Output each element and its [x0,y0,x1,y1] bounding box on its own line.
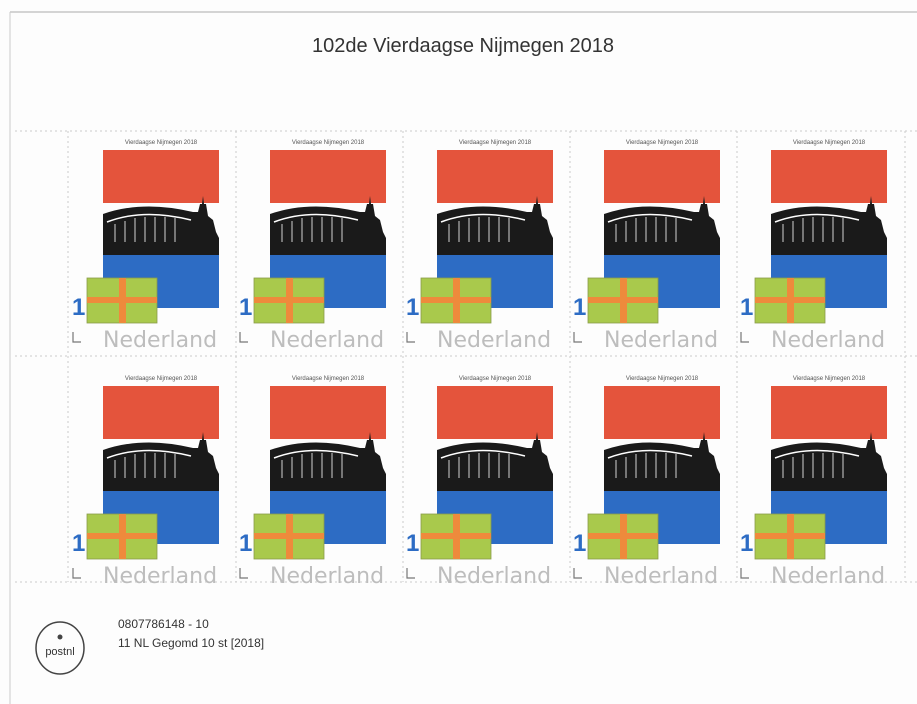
stamp-caption: Vierdaagse Nijmegen 2018 [125,376,198,382]
stamp-caption: Vierdaagse Nijmegen 2018 [793,376,866,382]
stamp-value: 1 [573,294,586,321]
sky [103,150,219,203]
stamp-value: 1 [239,530,252,557]
sheet-description: 11 NL Gegomd 10 st [2018] [118,636,264,650]
flag-cross-horizontal [87,533,157,539]
logo-text: postnl [45,646,74,658]
sky [103,386,219,439]
stamp-value: 1 [239,294,252,321]
stamp-country: Nederland [437,564,551,589]
flag-cross-horizontal [755,533,825,539]
sky [270,150,386,203]
sky [604,150,720,203]
stamp-value: 1 [406,530,419,557]
stamp-caption: Vierdaagse Nijmegen 2018 [292,140,365,146]
sky [771,386,887,439]
flag-cross-horizontal [755,297,825,303]
sky [771,150,887,203]
stamp-value: 1 [72,530,85,557]
stamp-country: Nederland [270,328,384,353]
stamp-caption: Vierdaagse Nijmegen 2018 [125,140,198,146]
stamp-caption: Vierdaagse Nijmegen 2018 [793,140,866,146]
flag-cross-horizontal [254,533,324,539]
stamp-country: Nederland [771,564,885,589]
stamp-country: Nederland [103,328,217,353]
stamp-country: Nederland [771,328,885,353]
sky [437,386,553,439]
stamp-caption: Vierdaagse Nijmegen 2018 [459,376,532,382]
stamp-country: Nederland [270,564,384,589]
stamp-country: Nederland [604,564,718,589]
stamp-caption: Vierdaagse Nijmegen 2018 [292,376,365,382]
sky [270,386,386,439]
stamp-country: Nederland [437,328,551,353]
stamp-country: Nederland [604,328,718,353]
flag-cross-horizontal [588,533,658,539]
flag-cross-horizontal [87,297,157,303]
sky [604,386,720,439]
stamp-value: 1 [573,530,586,557]
stamp-caption: Vierdaagse Nijmegen 2018 [626,140,699,146]
stamp-value: 1 [740,530,753,557]
flag-cross-horizontal [588,297,658,303]
stamp-caption: Vierdaagse Nijmegen 2018 [459,140,532,146]
stamp-value: 1 [72,294,85,321]
sheet-title: 102de Vierdaagse Nijmegen 2018 [312,35,614,57]
flag-cross-horizontal [254,297,324,303]
sky [437,150,553,203]
flag-cross-horizontal [421,533,491,539]
stamp-sheet: 102de Vierdaagse Nijmegen 2018 Vierdaags… [0,0,917,704]
stamp-country: Nederland [103,564,217,589]
stamp-caption: Vierdaagse Nijmegen 2018 [626,376,699,382]
stamp-value: 1 [406,294,419,321]
flag-cross-horizontal [421,297,491,303]
stamp-value: 1 [740,294,753,321]
sheet-code: 0807786148 - 10 [118,617,209,631]
